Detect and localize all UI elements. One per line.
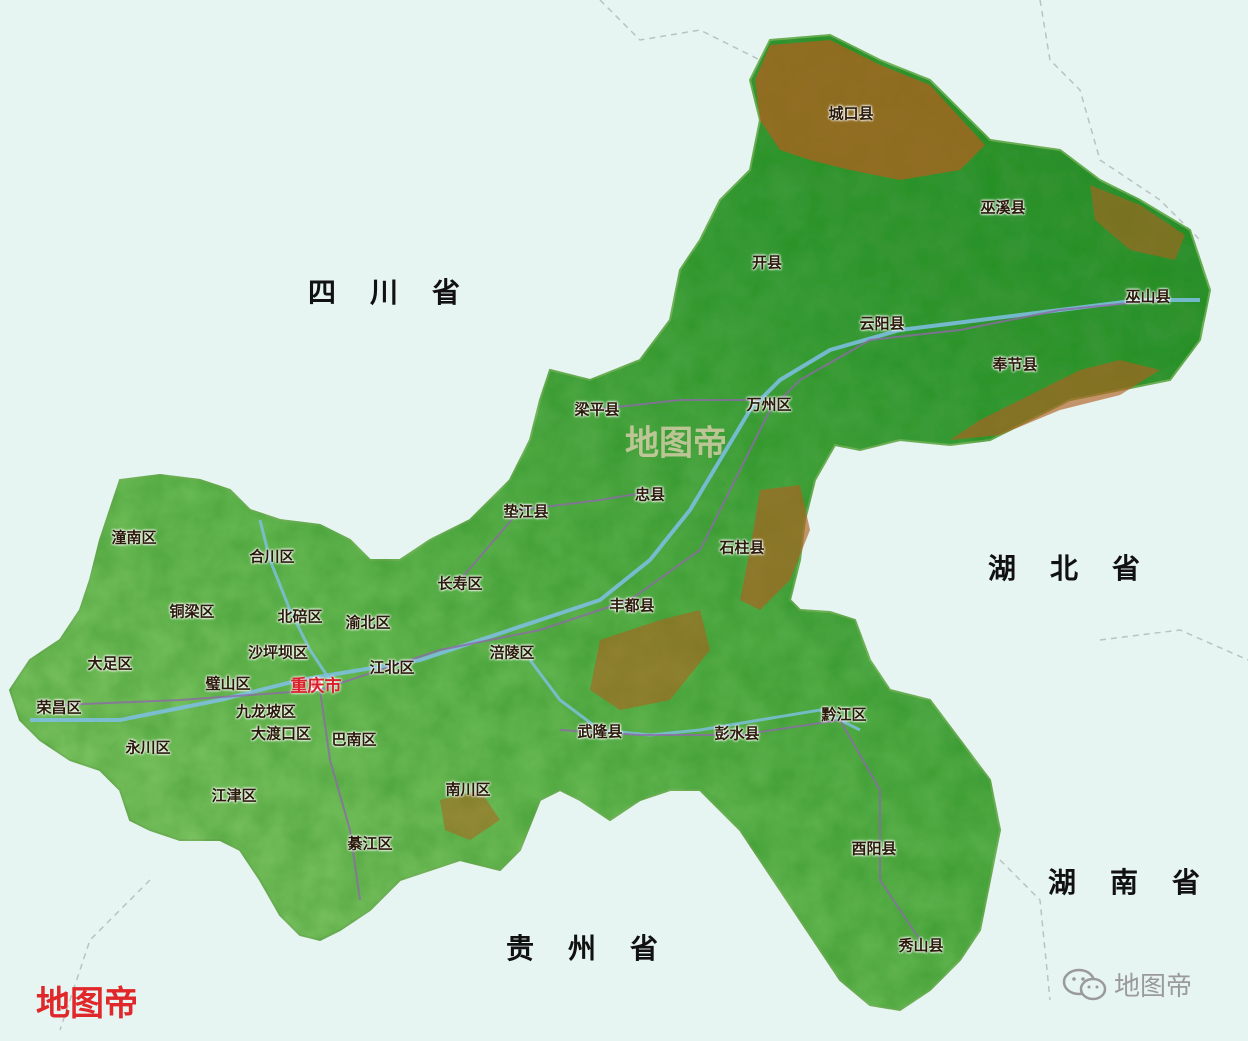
county-label: 开县 (751, 253, 783, 272)
province-label-guizhou: 贵州省 (505, 932, 693, 965)
highway (459, 489, 661, 581)
county-label: 武隆县 (577, 722, 623, 741)
county-label: 丰都县 (609, 596, 655, 615)
fengdu-highlands (590, 610, 710, 710)
northeast-highlands (1090, 185, 1185, 260)
county-label: 巫山县 (1125, 287, 1171, 306)
county-label: 合川区 (249, 547, 295, 566)
county-label: 彭水县 (714, 724, 760, 743)
county-label: 渝北区 (345, 613, 391, 632)
county-label: 北碚区 (277, 607, 323, 626)
jialing-river (258, 519, 332, 681)
highway (559, 718, 921, 941)
county-label: 秀山县 (898, 936, 944, 955)
wechat-account-name: 地图帝 (1114, 972, 1193, 1002)
county-label: 万州区 (746, 395, 792, 414)
border-line (59, 879, 151, 1031)
province-label-hubei: 湖北省 (987, 552, 1175, 585)
wechat-watermark: 地图帝 (1062, 966, 1192, 1003)
highway (319, 689, 361, 901)
county-label: 九龙坡区 (235, 702, 297, 721)
county-label: 长寿区 (437, 574, 483, 593)
county-label: 巫溪县 (980, 198, 1026, 217)
nanchuan-highlands (440, 790, 500, 840)
county-label: 巴南区 (331, 730, 377, 749)
county-label: 璧山区 (205, 674, 251, 693)
county-label: 涪陵区 (489, 643, 535, 662)
province-label-sichuan: 四川省 (307, 276, 495, 309)
county-label: 城口县 (828, 104, 874, 123)
shizhu-highlands (740, 485, 810, 610)
county-label: 垫江县 (503, 502, 549, 521)
capital-label: 重庆市 (290, 676, 342, 697)
county-label: 永川区 (125, 738, 171, 757)
county-label: 铜梁区 (169, 602, 215, 621)
county-label: 石柱县 (719, 538, 765, 557)
county-label: 酉阳县 (851, 839, 897, 858)
county-label: 潼南区 (111, 528, 157, 547)
border-line (1039, 0, 1201, 241)
county-label: 忠县 (634, 485, 666, 504)
county-label: 江北区 (369, 658, 415, 677)
highway (59, 299, 1161, 706)
county-label: 大足区 (87, 654, 133, 673)
county-label: 南川区 (445, 780, 491, 799)
center-watermark: 地图帝 (625, 423, 727, 464)
county-label: 大渡口区 (250, 724, 312, 743)
county-label: 綦江区 (347, 834, 393, 853)
county-label: 云阳县 (859, 314, 905, 333)
border-line (599, 0, 761, 61)
county-label: 荣昌区 (36, 698, 82, 717)
province-label-hunan: 湖南省 (1047, 866, 1235, 899)
county-label: 江津区 (211, 786, 257, 805)
northern-highlands (755, 40, 985, 180)
eastern-highlands (950, 360, 1160, 440)
logo-watermark: 地图帝 (36, 984, 138, 1024)
county-label: 黔江区 (821, 705, 867, 724)
county-label: 梁平县 (574, 400, 620, 419)
capital-marker (309, 677, 323, 691)
county-label: 奉节县 (992, 355, 1038, 374)
wechat-icon (1062, 968, 1107, 1000)
wu-river (528, 659, 861, 737)
yangtze-river (30, 298, 1200, 722)
border-line (999, 859, 1051, 1001)
highway (589, 399, 760, 411)
county-label: 沙坪坝区 (247, 643, 309, 662)
chongqing-region (8, 33, 1212, 1012)
border-line (1099, 629, 1248, 661)
